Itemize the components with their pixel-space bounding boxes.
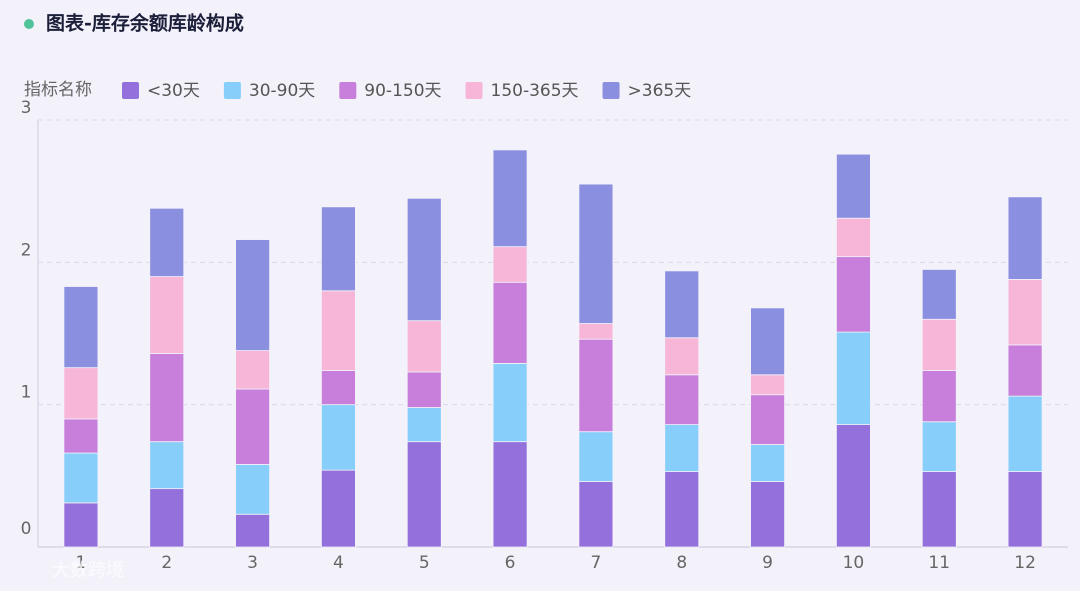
bar-segment [406,371,442,408]
bar-segment [921,318,957,371]
bar-segment [921,421,957,472]
bar-segment [492,246,528,283]
bar-segment [750,307,785,376]
bar-segment [836,331,871,425]
bar-segment [321,290,356,371]
x-tick-label: 4 [333,553,344,573]
y-tick-label: 1 [21,383,32,403]
bar-segment [149,276,185,354]
y-tick-label: 2 [21,240,32,260]
bar-segment [664,424,700,472]
bar-segment [1007,279,1043,346]
bar-segment [578,183,614,324]
x-tick-label: 8 [676,553,687,573]
watermark: 大数跨境 [52,560,124,581]
bar-segment [664,270,700,339]
bar-segment [921,471,957,548]
bar-segment [63,502,99,548]
x-tick-label: 7 [591,553,602,573]
bar-segment [149,207,185,277]
bar-segment [235,388,270,465]
title-dot [24,19,34,29]
x-tick-label: 6 [505,553,516,573]
x-tick-label: 11 [928,553,950,573]
bar-segment [578,323,614,340]
bar-segment [836,217,871,258]
bar-segment [149,488,185,548]
legend-swatch [465,82,483,99]
bar-segment [321,206,356,292]
bar-segment [664,337,700,376]
legend-label: 30-90天 [249,81,315,101]
bar-segment [578,431,614,482]
bar-segment [1007,395,1043,472]
legend-label: 150-365天 [491,81,579,101]
bar-segment [836,256,871,333]
bar-segment [578,481,614,548]
legend-label: <30天 [147,81,200,101]
bar-segment [321,404,356,471]
legend-label: 90-150天 [364,81,441,101]
bar-segment [235,239,270,351]
bar-segment [750,444,785,482]
legend-title: 指标名称 [24,80,92,100]
bar-segment [1007,196,1043,280]
x-tick-label: 9 [762,553,773,573]
bar-segment [921,370,957,423]
x-tick-label: 1 [76,553,87,573]
bar-segment [321,469,356,548]
x-tick-label: 10 [843,553,865,573]
bar-segment [578,338,614,433]
y-tick-label: 3 [21,98,32,118]
chart-title: 图表-库存余额库龄构成 [46,12,244,35]
bar-segment [492,362,528,443]
x-tick-label: 12 [1014,553,1036,573]
bar-segment [63,367,99,420]
bar-segment [1007,344,1043,397]
x-tick-label: 5 [419,553,430,573]
bar-segment [406,407,442,443]
bar-segment [664,471,700,548]
legend-swatch [122,82,139,99]
bar-segment [406,320,442,373]
legend-swatch [339,82,357,99]
bar-segment [750,481,785,548]
bar-segment [63,452,99,504]
bar-segment [492,149,528,248]
bar-segment [492,281,528,364]
bar-segment [921,269,957,320]
legend-swatch [602,82,620,99]
y-tick-label: 0 [21,519,32,539]
bar-segment [149,353,185,443]
bar-segment [836,424,871,548]
bar-segment [63,418,99,454]
x-tick-label: 2 [161,553,172,573]
bar-segment [235,464,270,515]
legend-label: >365天 [628,81,692,101]
bar-segment [321,370,356,406]
bar-segment [63,286,99,369]
bar-segment [750,374,785,396]
legend-swatch [223,82,241,99]
bar-segment [492,441,528,548]
bar-segment [1007,471,1043,548]
bar-segment [750,394,785,445]
bar-segment [664,374,700,425]
bar-segment [235,350,270,390]
bar-segment [406,441,442,548]
bar-segment [406,197,442,322]
bar-segment [149,441,185,490]
x-tick-label: 3 [247,553,258,573]
bar-segment [235,513,270,548]
bar-segment [836,153,871,219]
